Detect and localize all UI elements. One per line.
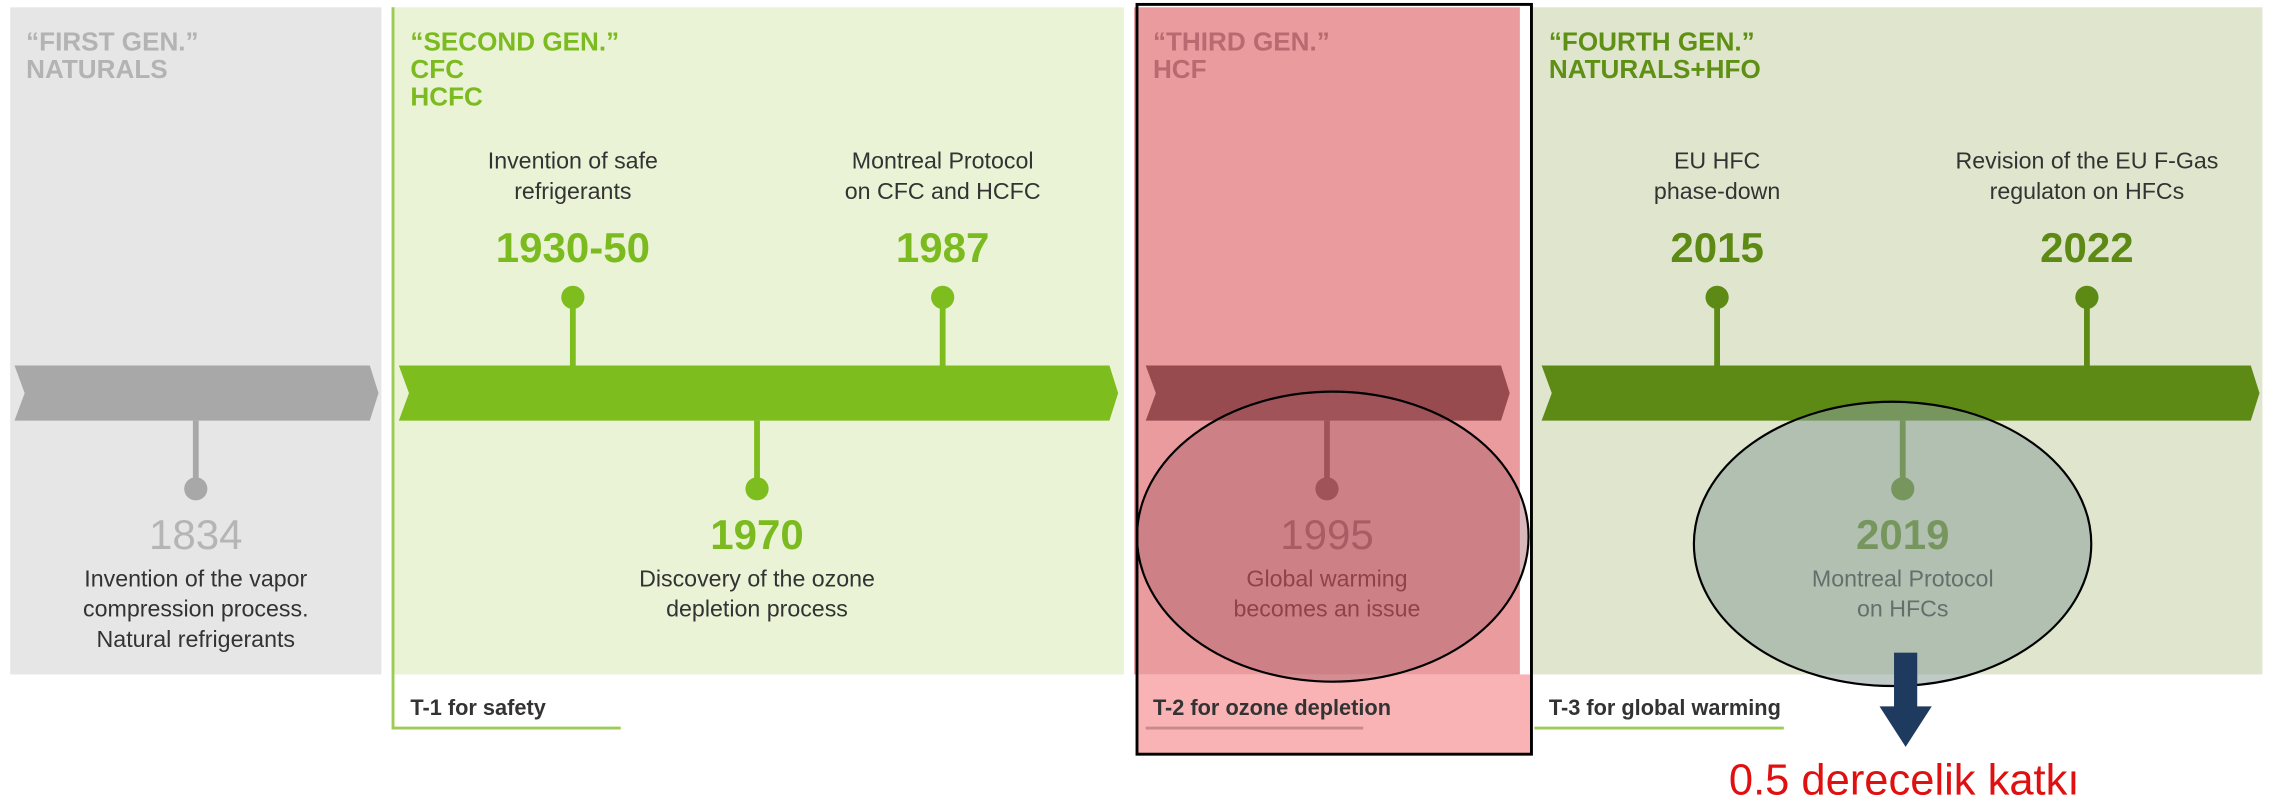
event-description: phase-down — [1654, 178, 1780, 204]
pin-head — [2075, 285, 2099, 309]
event-description: Montreal Protocol — [852, 148, 1034, 174]
generation-label: “FOURTH GEN.” — [1549, 26, 1755, 56]
panel — [391, 7, 1124, 675]
event-description: compression process. — [83, 596, 309, 622]
highlight-ellipse — [1135, 390, 1530, 683]
event-description: Natural refrigerants — [97, 626, 295, 652]
event-year: 1930-50 — [496, 224, 650, 271]
pin-head — [931, 285, 955, 309]
pin-head — [561, 285, 585, 309]
event-year: 2022 — [2040, 224, 2134, 271]
pin-head — [745, 477, 769, 501]
footnote: T-3 for global warming — [1549, 695, 1781, 720]
generation-label: NATURALS — [26, 54, 168, 84]
generation-label: “THIRD GEN.” — [1153, 26, 1330, 56]
down-arrow — [1879, 706, 1932, 747]
event-year: 1987 — [896, 224, 990, 271]
generation-label: CFC — [410, 54, 464, 84]
event-description: Discovery of the ozone — [639, 565, 875, 591]
highlight-ellipse — [1692, 400, 2093, 688]
pin-head — [184, 477, 208, 501]
panel — [10, 7, 382, 675]
down-arrow — [1894, 652, 1918, 708]
arrow-band — [1541, 365, 2260, 421]
event-year: 1995 — [1280, 511, 1374, 558]
event-year: 1970 — [710, 511, 804, 558]
event-description: Invention of the vapor — [84, 565, 307, 591]
event-description: becomes an issue — [1234, 596, 1421, 622]
event-description: Invention of safe — [488, 148, 658, 174]
panel — [1134, 7, 1520, 675]
event-description: Revision of the EU F-Gas — [1955, 148, 2218, 174]
pin-head — [1315, 477, 1339, 501]
pin-head — [1705, 285, 1729, 309]
generation-label: “SECOND GEN.” — [410, 26, 619, 56]
event-description: refrigerants — [514, 178, 631, 204]
highlight-box — [1135, 2, 1533, 756]
annotation: 0.5 derecelik katkı — [1729, 757, 2080, 805]
arrow-band — [398, 365, 1119, 421]
generation-label: HCFC — [410, 82, 483, 112]
event-description: Global warming — [1246, 565, 1407, 591]
generation-label: “FIRST GEN.” — [26, 26, 199, 56]
event-description: regulaton on HFCs — [1990, 178, 2185, 204]
panel-foot — [1137, 674, 1532, 755]
arrow-band — [14, 365, 379, 421]
event-description: EU HFC — [1674, 148, 1760, 174]
generation-label: NATURALS+HFO — [1549, 54, 1761, 84]
event-description: on CFC and HCFC — [845, 178, 1041, 204]
footnote: T-2 for ozone depletion — [1153, 695, 1391, 720]
event-year: 1834 — [149, 511, 243, 558]
event-description: depletion process — [666, 596, 848, 622]
generation-label: HCF — [1153, 54, 1207, 84]
event-year: 2015 — [1670, 224, 1764, 271]
footnote: T-1 for safety — [410, 695, 545, 720]
